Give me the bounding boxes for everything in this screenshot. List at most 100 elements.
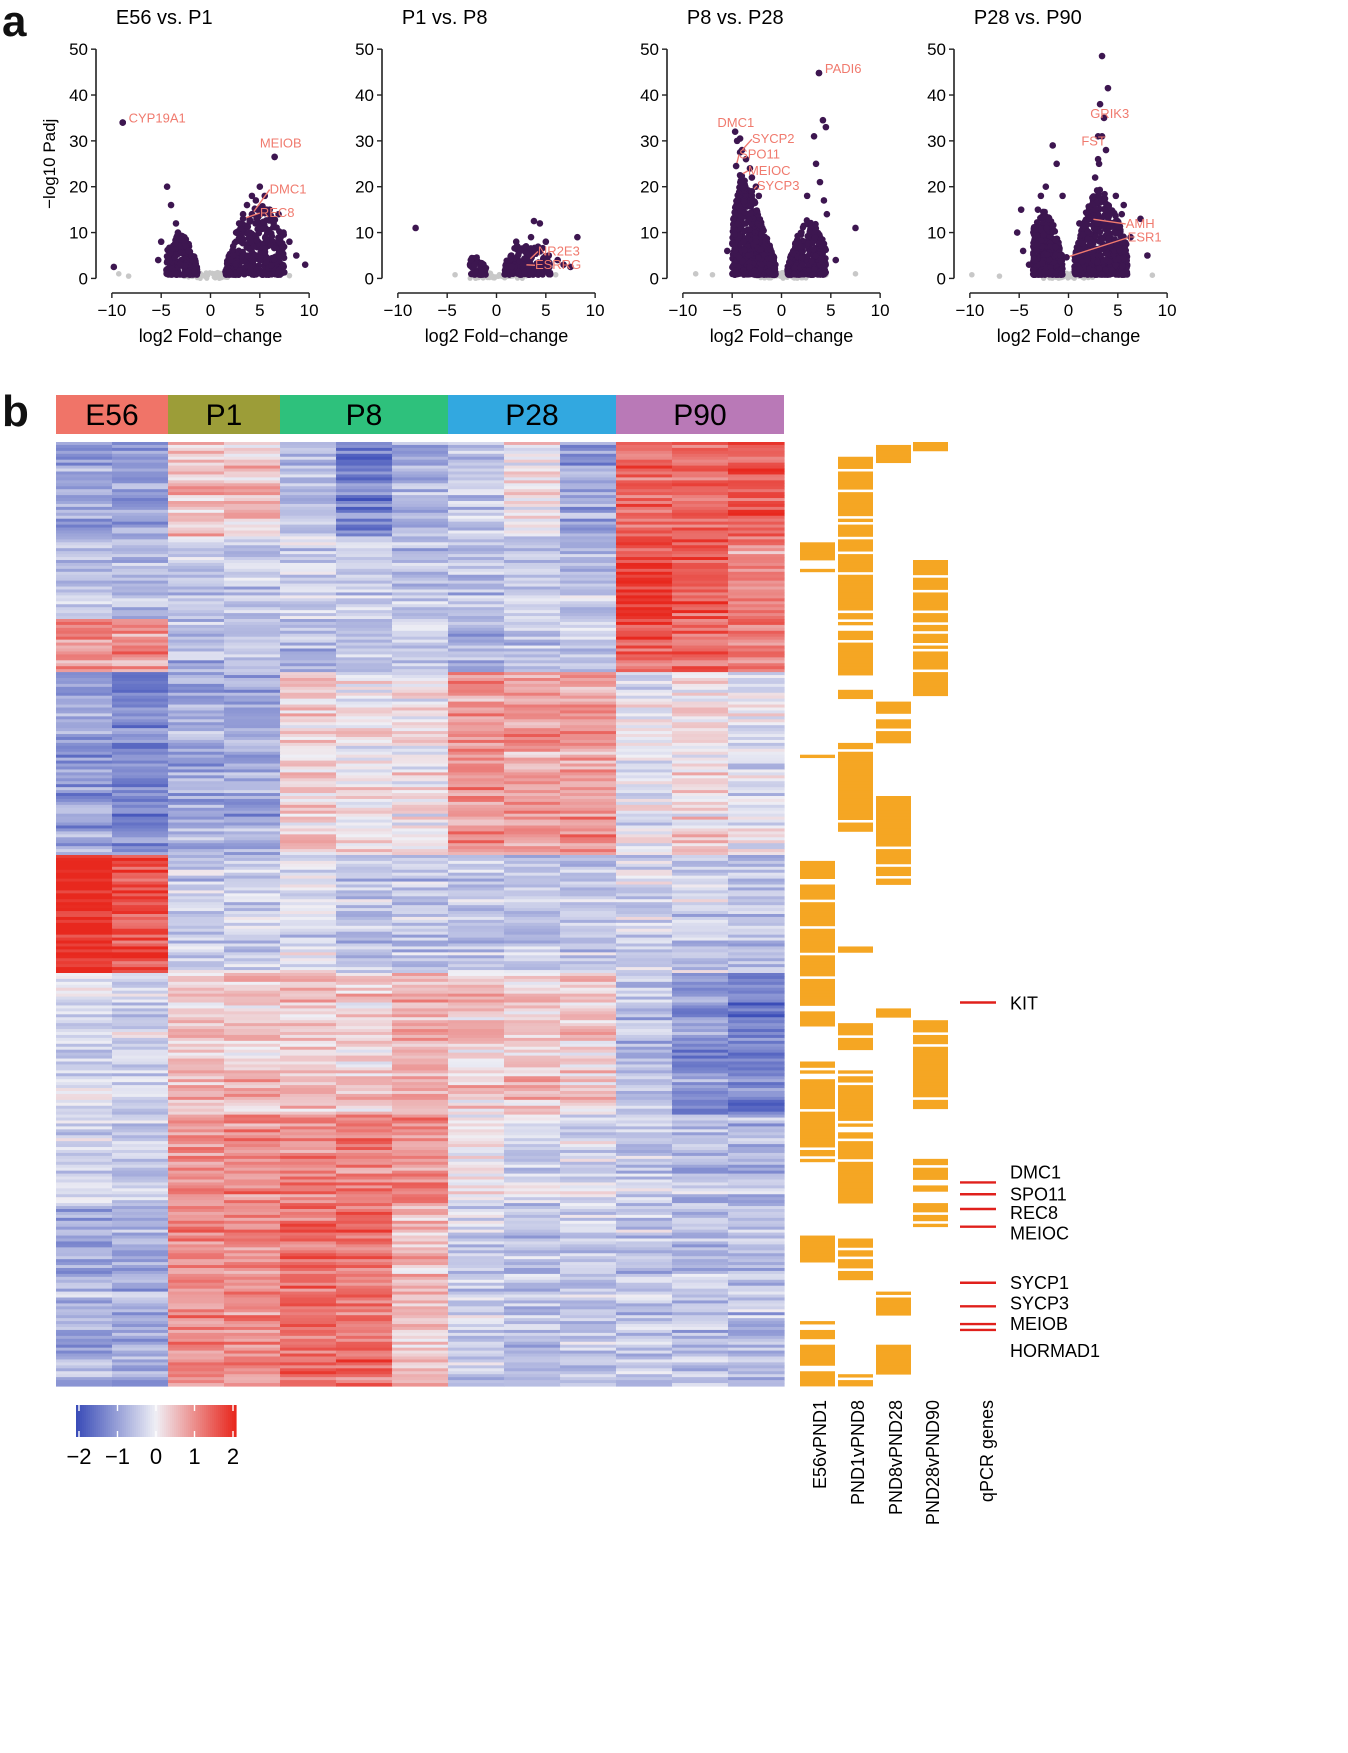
heatmap-cell [392, 551, 449, 555]
heatmap-cell [616, 501, 673, 505]
heatmap-cell [336, 610, 393, 614]
heatmap-cell [168, 689, 225, 694]
heatmap-cell [112, 589, 169, 594]
sig-point [803, 253, 811, 260]
sig-point [262, 233, 269, 241]
group-header-label: P28 [505, 399, 558, 432]
heatmap-cell [224, 492, 281, 496]
heatmap-cell [728, 518, 785, 523]
sig-point [266, 271, 273, 278]
heatmap-cell [448, 613, 505, 617]
heatmap-cell [392, 583, 449, 588]
heatmap-cell [448, 692, 505, 697]
heatmap-cell [280, 731, 337, 735]
heatmap-cell [336, 619, 393, 623]
heatmap-cell [504, 713, 561, 717]
heatmap-cell [56, 675, 113, 679]
heatmap-cell [672, 633, 729, 638]
heatmap-cell [168, 642, 225, 647]
heatmap-cell [616, 462, 673, 467]
heatmap-cell [672, 666, 729, 670]
heatmap-cell [224, 447, 281, 452]
heatmap-cell [728, 442, 785, 446]
heatmap-cell [560, 645, 617, 650]
sig-point [746, 165, 754, 172]
heatmap-cell [616, 598, 673, 602]
heatmap-cell [168, 695, 225, 700]
sig-point [192, 260, 200, 268]
sig-point [746, 216, 753, 223]
heatmap-cell [280, 645, 337, 650]
heatmap-cell [448, 624, 505, 629]
heatmap-cell [448, 598, 505, 602]
heatmap-cell [728, 642, 785, 647]
sig-point [755, 192, 763, 200]
heatmap-cell [336, 734, 393, 738]
heatmap-cell [448, 645, 505, 650]
labeled-point [239, 215, 247, 223]
heatmap-cell [672, 524, 729, 529]
heatmap-cell [112, 450, 169, 455]
heatmap-cell [560, 722, 617, 726]
sig-point [166, 256, 173, 264]
labeled-point [1098, 132, 1106, 140]
gene-label-text: GRIK3 [1090, 106, 1129, 121]
heatmap-cell [112, 689, 169, 694]
heatmap-cell [392, 589, 449, 594]
sig-point [246, 229, 254, 236]
labeled-point [1086, 215, 1094, 223]
heatmap-cell [392, 666, 449, 670]
heatmap-cell [336, 518, 393, 523]
heatmap-cell [616, 613, 673, 617]
heatmap-cell [448, 471, 505, 476]
heatmap-cell [168, 619, 225, 623]
sig-point [1096, 228, 1104, 236]
heatmap-cell [280, 722, 337, 726]
heatmap-cell [280, 621, 337, 626]
heatmap-cell [560, 453, 617, 458]
heatmap-cell [672, 613, 729, 617]
heatmap-cell [448, 489, 505, 493]
sig-point [1037, 226, 1045, 234]
sig-point [723, 247, 731, 255]
volcano-title: P8 vs. P28 [687, 7, 784, 29]
heatmap-cell [504, 565, 561, 570]
heatmap-cell [672, 468, 729, 473]
heatmap-cell [168, 722, 225, 726]
heatmap-cell [392, 539, 449, 543]
heatmap-cell [392, 678, 449, 682]
heatmap-cell [448, 719, 505, 723]
heatmap-cell [224, 477, 281, 481]
heatmap-cell [56, 542, 113, 546]
heatmap-cell [672, 595, 729, 599]
heatmap-cell [224, 725, 281, 729]
heatmap-cell [168, 680, 225, 685]
heatmap-cell [672, 560, 729, 564]
gene-label: REC8 [239, 205, 295, 223]
heatmap-cell [560, 654, 617, 658]
sig-point [239, 210, 247, 218]
nonsig-point [286, 272, 293, 279]
heatmap-cell [168, 725, 225, 729]
heatmap-cell [392, 474, 449, 478]
heatmap-cell [504, 624, 561, 629]
heatmap-cell [392, 689, 449, 694]
heatmap-cell [280, 633, 337, 638]
heatmap-cell [168, 660, 225, 664]
heatmap-cell [504, 669, 561, 673]
heatmap-cell [280, 568, 337, 573]
heatmap-cell [448, 477, 505, 481]
heatmap-cell [168, 506, 225, 511]
heatmap-cell [336, 574, 393, 579]
heatmap-cell [392, 459, 449, 464]
heatmap-cell [672, 483, 729, 487]
heatmap-cell [224, 660, 281, 664]
gene-label-text: MEIOC [748, 163, 791, 178]
heatmap-cell [112, 739, 169, 744]
heatmap-cell [504, 471, 561, 476]
heatmap-cell [280, 680, 337, 685]
heatmap-cell [112, 737, 169, 741]
sig-point [755, 254, 762, 261]
heatmap-cell [448, 512, 505, 517]
sig-point [1013, 229, 1021, 236]
